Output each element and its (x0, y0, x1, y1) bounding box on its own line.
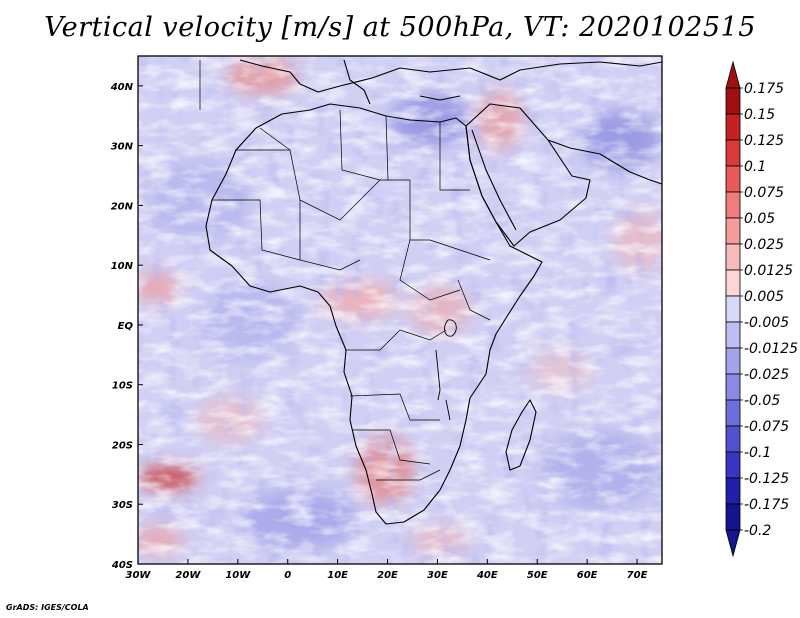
country-borders (199, 60, 491, 481)
colorbar-label: -0.005 (744, 315, 789, 331)
colorbar-label: -0.2 (744, 523, 771, 539)
colorbar-label: -0.125 (744, 471, 789, 487)
colorbar-label: -0.175 (744, 497, 789, 513)
lon-tick-label: 10W (225, 570, 251, 581)
lat-tick-label: 10N (111, 261, 134, 272)
colorbar-label: 0.05 (744, 211, 775, 227)
colorbar-bottom-arrow (725, 529, 741, 558)
colorbar-swatch (725, 165, 741, 193)
lon-tick-label: 40E (476, 570, 498, 581)
lon-tick-label: 70E (627, 570, 648, 581)
colorbar-swatch (725, 191, 741, 219)
colorbar-label: -0.1 (744, 445, 771, 461)
colorbar-label: -0.025 (744, 367, 789, 383)
lat-tick-label: EQ (118, 321, 134, 332)
colorbar-swatch (725, 451, 741, 479)
lon-tick-label: 30E (427, 570, 448, 581)
colorbar-label: -0.0125 (744, 341, 798, 357)
colorbar-label: 0.125 (744, 133, 784, 149)
colorbar-top-arrow (725, 60, 741, 89)
lon-tick-label: 30W (126, 570, 152, 581)
coastlines (205, 59, 662, 525)
lat-tick-label: 20S (112, 440, 133, 451)
lon-tick-label: 20E (377, 570, 398, 581)
colorbar: 0.175 0.15 0.125 0.1 0.075 0.05 0.025 0.0125 0.0… (725, 60, 798, 558)
colorbar-label: 0.175 (744, 81, 784, 97)
colorbar-swatch (725, 87, 741, 115)
colorbar-label: 0.005 (744, 289, 784, 305)
colorbar-swatch (725, 347, 741, 375)
lon-tick-label: 10E (327, 570, 348, 581)
lat-tick-label: 10S (112, 381, 133, 392)
lakes (435, 319, 457, 421)
colorbar-label: 0.025 (744, 237, 784, 253)
longitude-axis: 30W 20W 10W 0 10E 20E 30E 40E 50E 60E 70E (126, 559, 648, 581)
latitude-axis: 40N 30N 20N 10N EQ 10S 20S 30S 40S (110, 82, 143, 571)
colorbar-swatch (725, 399, 741, 427)
colorbar-swatch (725, 425, 741, 453)
colorbar-label: 0.0125 (744, 263, 793, 279)
colorbar-label: -0.05 (744, 393, 780, 409)
grads-credit: GrADS: IGES/COLA (6, 603, 89, 612)
colorbar-swatch (725, 373, 741, 401)
colorbar-swatch (725, 243, 741, 271)
lat-tick-label: 30N (111, 142, 134, 153)
colorbar-label: 0.1 (744, 159, 766, 175)
colorbar-label: -0.075 (744, 419, 789, 435)
colorbar-swatch (725, 113, 741, 141)
colorbar-swatch (725, 139, 741, 167)
colorbar-swatch (725, 217, 741, 245)
lat-tick-label: 40N (110, 82, 134, 93)
lat-tick-label: 20N (111, 201, 134, 212)
colorbar-swatch (725, 477, 741, 505)
colorbar-swatch (725, 269, 741, 297)
colorbar-swatch (725, 295, 741, 323)
colorbar-swatch (725, 321, 741, 349)
lat-tick-label: 30S (112, 500, 133, 511)
lon-tick-label: 50E (527, 570, 548, 581)
lon-tick-label: 0 (284, 570, 291, 581)
colorbar-swatch (725, 503, 741, 531)
lon-tick-label: 60E (577, 570, 598, 581)
colorbar-label: 0.15 (744, 107, 775, 123)
lon-tick-label: 20W (175, 570, 201, 581)
lat-tick-label: 40S (111, 560, 133, 571)
map-frame (137, 55, 663, 565)
map-title: Vertical velocity [m/s] at 500hPa, VT: 2… (44, 12, 756, 43)
colorbar-label: 0.075 (744, 185, 784, 201)
